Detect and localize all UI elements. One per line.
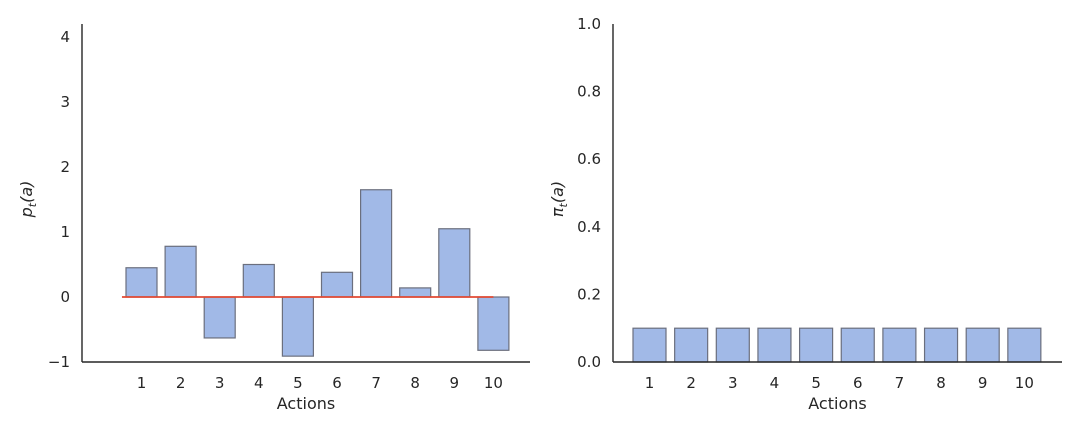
right-x-axis-label: Actions <box>808 394 866 413</box>
right-ytick-label: 1.0 <box>577 15 601 33</box>
right-ylabel-sub: t <box>557 202 570 207</box>
right-ytick-label: 0.0 <box>577 353 601 371</box>
left-xtick-label: 5 <box>293 374 303 392</box>
right-bar-7 <box>882 327 917 363</box>
right-xtick-label: 8 <box>936 374 946 392</box>
left-xtick-label: 6 <box>332 374 342 392</box>
left-ytick-label: 3 <box>60 93 70 111</box>
right-ylabel-arg: (a) <box>548 181 567 203</box>
right-xtick-label: 6 <box>853 374 863 392</box>
right-xtick-label: 4 <box>770 374 780 392</box>
right-bar-2 <box>674 327 709 363</box>
left-xtick-label: 1 <box>137 374 147 392</box>
left-ylabel-arg: (a) <box>17 181 36 203</box>
right-xtick-label: 5 <box>811 374 821 392</box>
left-bar-6 <box>320 271 354 298</box>
right-bar-3 <box>715 327 750 363</box>
right-xtick-label: 10 <box>1015 374 1034 392</box>
right-bar-9 <box>965 327 1000 363</box>
right-xtick-label: 7 <box>895 374 905 392</box>
right-ylabel-base: π <box>548 207 567 217</box>
left-xtick-label: 9 <box>450 374 460 392</box>
right-xtick-label: 9 <box>978 374 988 392</box>
left-bar-10 <box>477 296 510 351</box>
left-xtick-label: 4 <box>254 374 264 392</box>
left-ytick-label: 2 <box>60 158 70 176</box>
left-bar-9 <box>438 228 471 298</box>
left-xtick-label: 7 <box>371 374 381 392</box>
right-xtick-label: 2 <box>686 374 696 392</box>
left-ylabel-sub: t <box>26 202 39 207</box>
left-bar-1 <box>125 267 158 298</box>
right-ytick-label: 0.4 <box>577 218 601 236</box>
right-xtick-label: 3 <box>728 374 738 392</box>
right-ytick-label: 0.8 <box>577 83 601 101</box>
left-ytick-label: 0 <box>60 288 70 306</box>
left-bar-3 <box>203 296 236 339</box>
left-x-axis-label: Actions <box>277 394 335 413</box>
right-xtick-label: 1 <box>645 374 655 392</box>
left-ytick-label: 1 <box>60 223 70 241</box>
right-bar-1 <box>632 327 667 363</box>
left-bar-2 <box>164 245 197 298</box>
left-bar-4 <box>242 263 275 298</box>
left-ytick-label: −1 <box>48 353 70 371</box>
right-bar-6 <box>840 327 875 363</box>
left-xtick-label: 10 <box>484 374 503 392</box>
left-ylabel-base: p <box>17 207 36 218</box>
left-bar-8 <box>399 287 432 298</box>
left-bar-5 <box>281 296 314 357</box>
right-bar-8 <box>923 327 959 363</box>
right-bar-10 <box>1007 327 1042 363</box>
left-bar-7 <box>360 189 393 298</box>
right-bar-4 <box>757 327 792 363</box>
left-xtick-label: 3 <box>215 374 225 392</box>
right-bar-5 <box>798 327 834 363</box>
left-ytick-label: 4 <box>60 28 70 46</box>
left-y-axis-label: pt(a) <box>17 181 39 219</box>
right-y-axis-label: πt(a) <box>548 181 570 217</box>
left-xtick-label: 8 <box>410 374 420 392</box>
right-ytick-label: 0.6 <box>577 150 601 168</box>
right-ytick-label: 0.2 <box>577 285 601 303</box>
left-xtick-label: 2 <box>176 374 186 392</box>
